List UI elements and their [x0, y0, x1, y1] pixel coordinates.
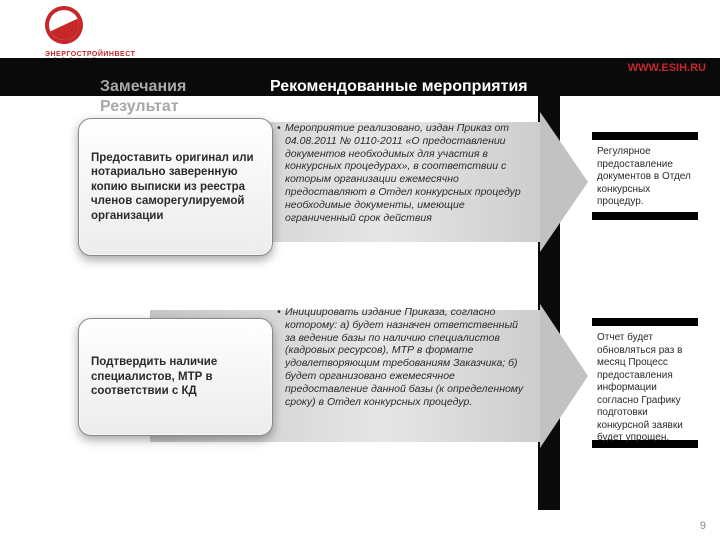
action-text-1: • Мероприятие реализовано, издан Приказ … [285, 122, 530, 224]
action-body: Инициировать издание Приказа, согласно к… [285, 306, 523, 408]
site-url: WWW.ESIH.RU [628, 62, 706, 74]
result-box-1: Регулярное предоставление документов в О… [592, 132, 698, 220]
page-number: 9 [700, 520, 706, 532]
arrow-head-icon [540, 304, 588, 448]
top-band: ЭНЕРГОСТРОЙИНВЕСТ Х О Л Д И Н Г [0, 0, 720, 58]
header-actions: Рекомендованные мероприятия [270, 78, 528, 96]
logo-text: ЭНЕРГОСТРОЙИНВЕСТ [45, 51, 165, 58]
header-remarks: Замечания [100, 78, 186, 96]
bullet-icon: • [277, 306, 281, 319]
remark-text: Подтвердить наличие специалистов, МТР в … [91, 355, 260, 398]
bullet-icon: • [277, 122, 281, 135]
result-text: Отчет будет обновляться раз в месяц Проц… [597, 332, 683, 443]
action-text-2: • Инициировать издание Приказа, согласно… [285, 306, 530, 408]
remark-box-1: Предоставить оригинал или нотариально за… [78, 118, 273, 256]
result-box-2: Отчет будет обновляться раз в месяц Проц… [592, 318, 698, 448]
arrow-head-icon [540, 112, 588, 252]
result-text: Регулярное предоставление документов в О… [597, 146, 691, 207]
remark-text: Предоставить оригинал или нотариально за… [91, 151, 260, 223]
footer-area [0, 510, 720, 540]
remark-box-2: Подтвердить наличие специалистов, МТР в … [78, 318, 273, 436]
header-result: Результат [100, 98, 179, 116]
logo: ЭНЕРГОСТРОЙИНВЕСТ Х О Л Д И Н Г [45, 6, 165, 64]
action-body: Мероприятие реализовано, издан Приказ от… [285, 122, 521, 224]
logo-icon [39, 0, 89, 50]
